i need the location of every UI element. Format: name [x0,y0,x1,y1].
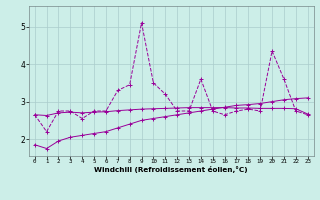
X-axis label: Windchill (Refroidissement éolien,°C): Windchill (Refroidissement éolien,°C) [94,166,248,173]
